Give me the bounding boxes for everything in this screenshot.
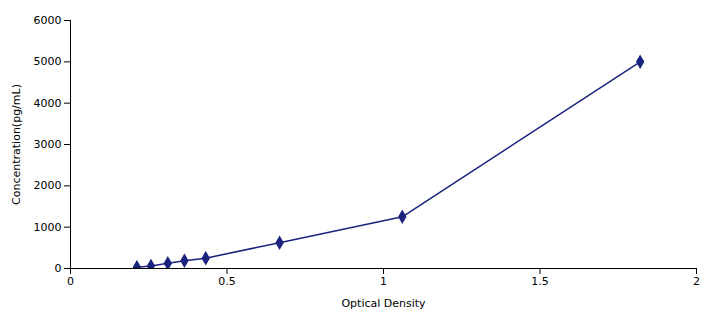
svg-text:0: 0 [67,275,74,288]
svg-text:1.5: 1.5 [531,275,549,288]
svg-text:4000: 4000 [34,97,62,110]
svg-text:2: 2 [693,275,700,288]
svg-text:5000: 5000 [34,55,62,68]
svg-text:1000: 1000 [34,221,62,234]
svg-text:2000: 2000 [34,179,62,192]
svg-text:0.5: 0.5 [218,275,236,288]
svg-text:1: 1 [380,275,387,288]
svg-text:Optical Density: Optical Density [341,297,426,310]
svg-text:Concentration(pg/mL): Concentration(pg/mL) [10,84,23,205]
svg-text:3000: 3000 [34,138,62,151]
svg-text:6000: 6000 [34,14,62,27]
svg-text:0: 0 [55,262,62,275]
